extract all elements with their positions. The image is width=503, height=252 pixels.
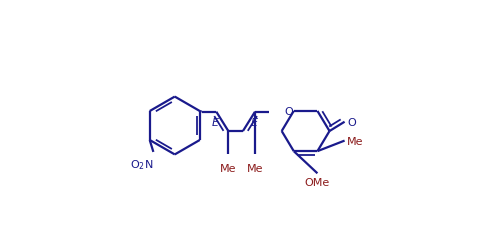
Text: OMe: OMe (305, 177, 330, 187)
Text: Me: Me (220, 163, 236, 173)
Text: Me: Me (247, 163, 263, 173)
Text: E: E (250, 118, 258, 128)
Text: O: O (348, 117, 356, 127)
Text: O: O (285, 107, 294, 116)
Text: Me: Me (347, 136, 364, 146)
Text: E: E (212, 118, 218, 128)
Text: O$_2$N: O$_2$N (130, 158, 153, 172)
